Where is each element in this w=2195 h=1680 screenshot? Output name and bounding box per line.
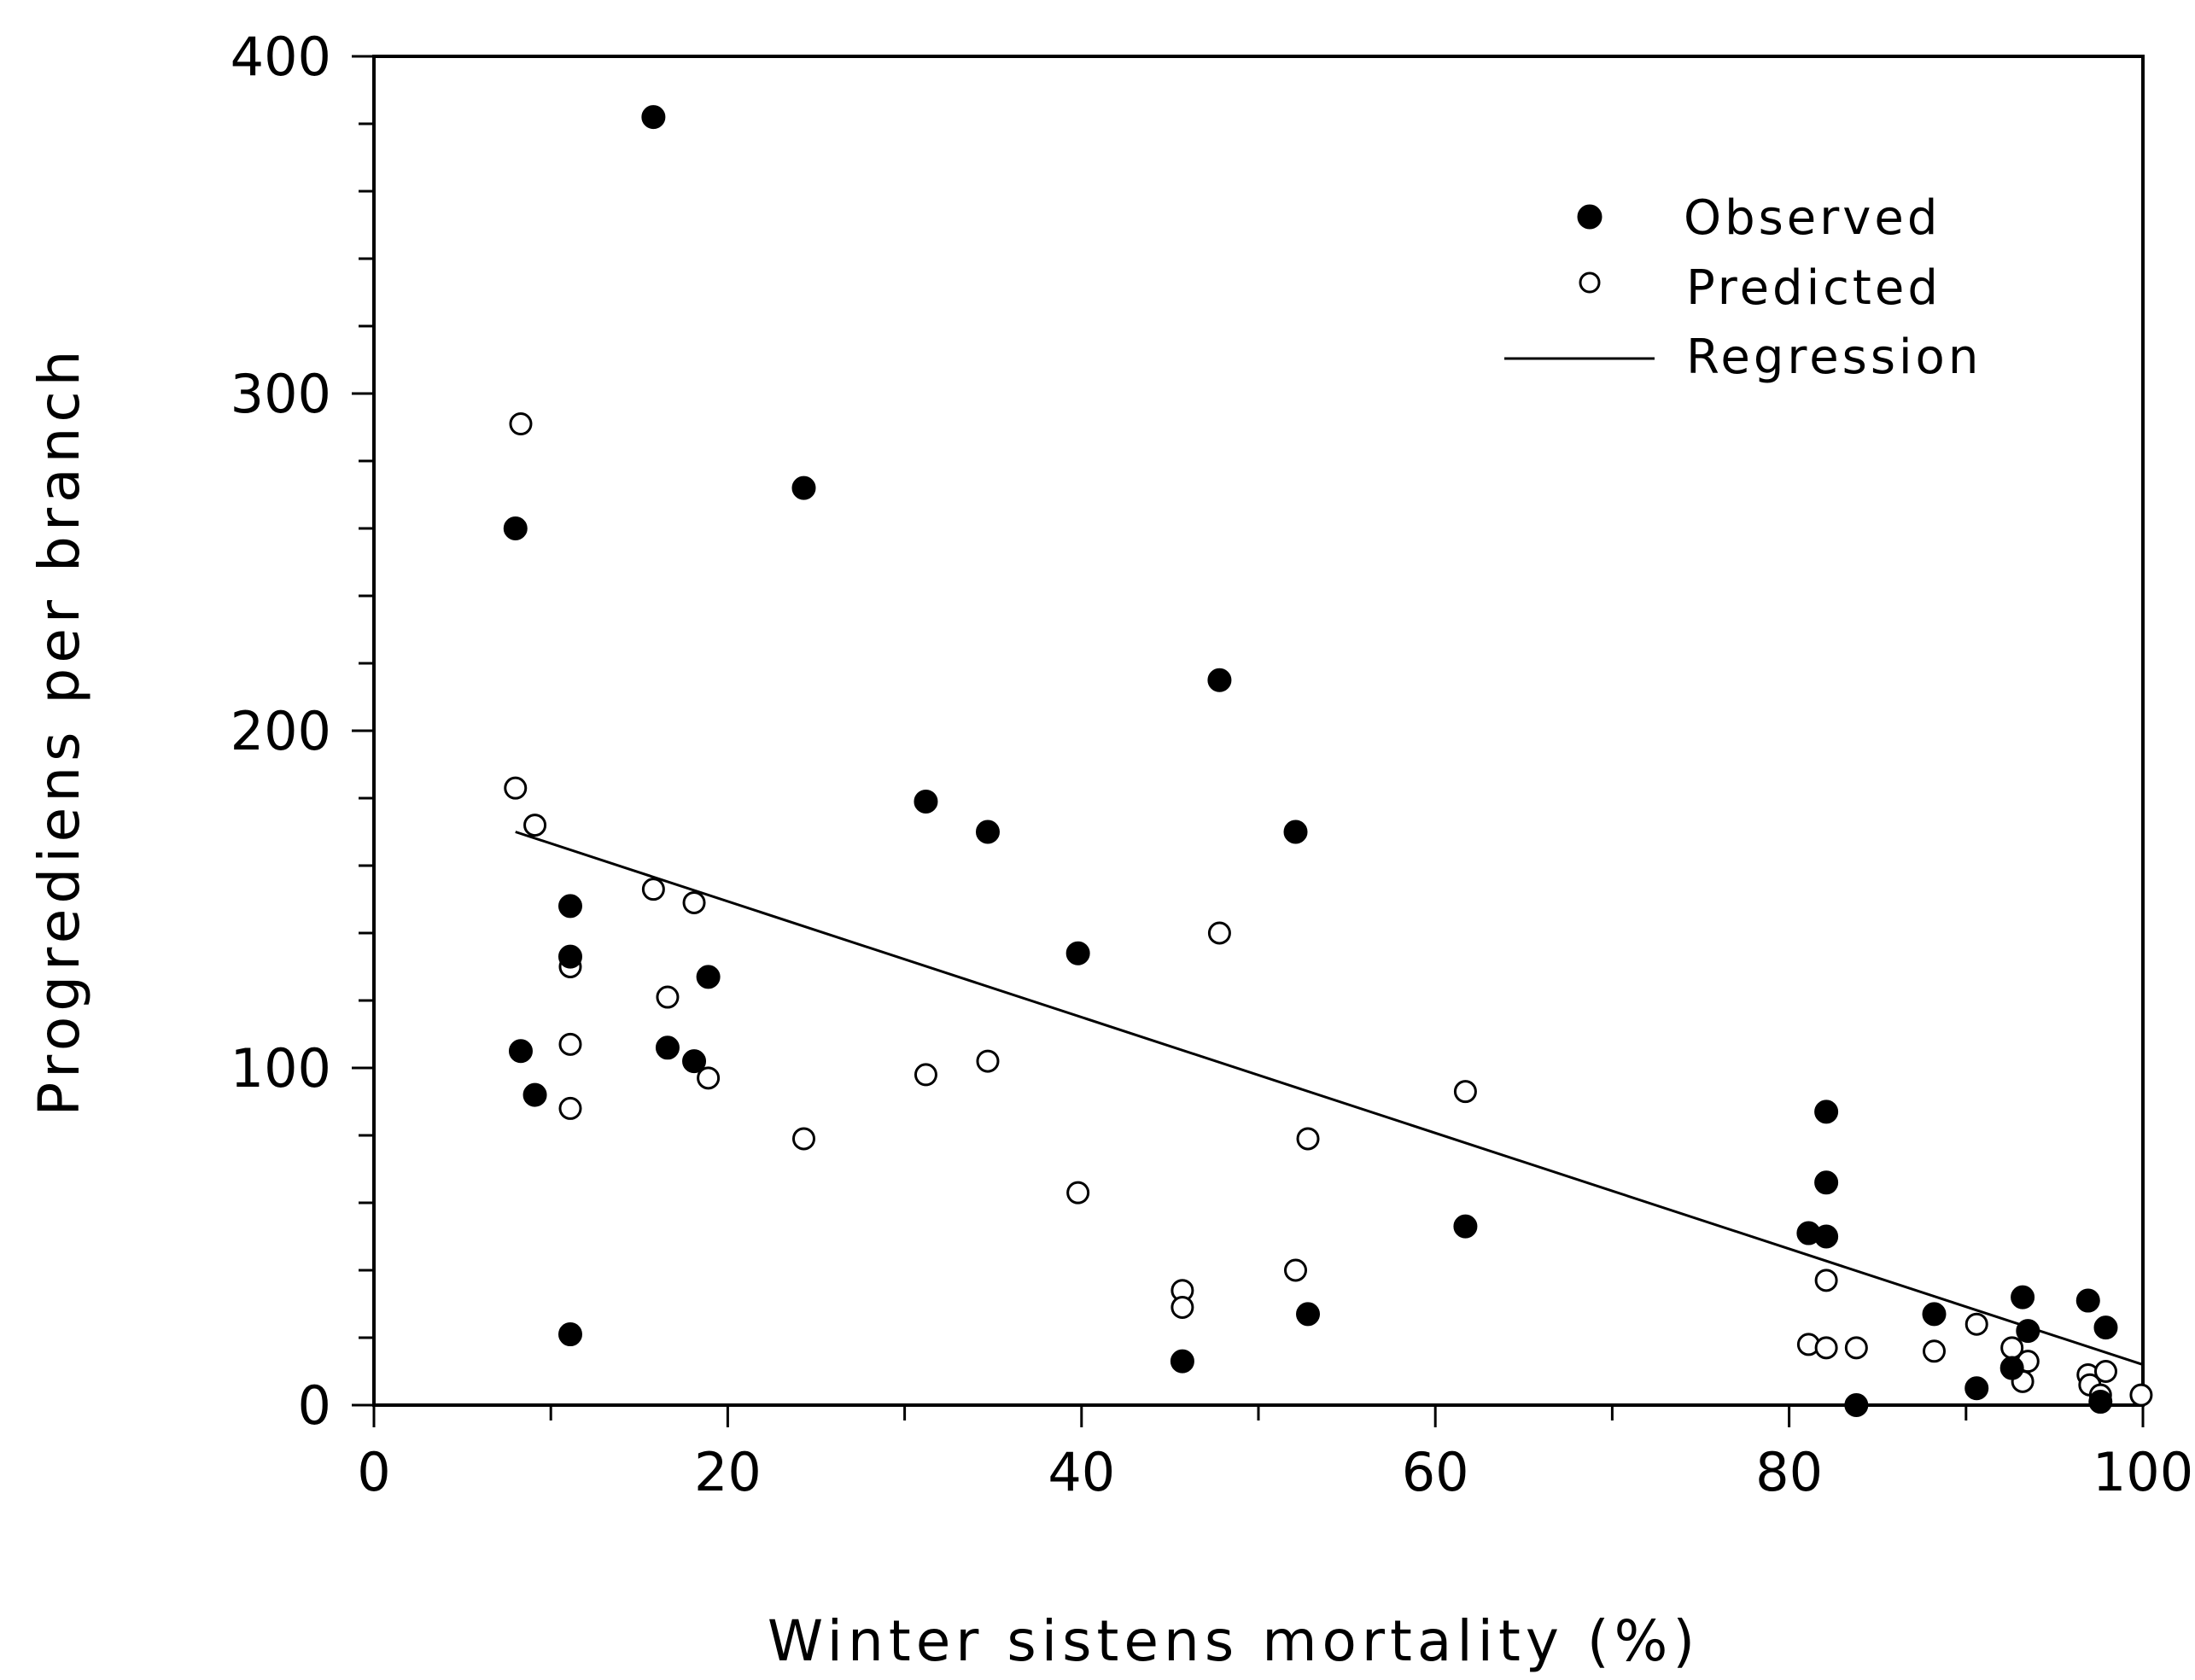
observed-point [508,1039,533,1064]
predicted-point [1284,1258,1308,1282]
y-axis-ticks [352,55,374,1407]
observed-point [2011,1285,2035,1310]
observed-point [696,965,721,989]
observed-point [558,944,582,969]
observed-point [914,789,938,814]
predicted-point [1296,1127,1320,1151]
observed-point [2075,1288,2100,1313]
y-tick-label: 300 [231,363,331,425]
predicted-point [791,1127,815,1151]
x-axis-title: Winter sistens mortality (%) [768,1608,1700,1674]
legend-predicted-marker [1579,271,1601,294]
predicted-point [641,878,665,901]
observed-point [2093,1315,2118,1340]
observed-point [1065,941,1090,965]
observed-point [791,475,816,500]
observed-point [503,516,528,540]
predicted-point [2129,1383,2153,1407]
observed-point [1814,1100,1839,1124]
predicted-series [504,412,2153,1407]
regression-layer [515,831,2144,1367]
predicted-point [1923,1339,1947,1363]
observed-point [2016,1319,2040,1344]
y-tick-label: 400 [231,26,331,88]
legend-observed-marker [1577,204,1602,230]
observed-point [522,1082,547,1107]
observed-point [1814,1170,1839,1195]
x-tick-label: 20 [694,1441,762,1503]
x-tick-label: 100 [2093,1441,2193,1503]
x-axis-tick-labels: 0 20 40 60 80 100 [357,1441,2193,1503]
legend-regression-label: Regression [1686,330,1982,385]
predicted-point [1814,1269,1838,1292]
predicted-point [1453,1080,1477,1104]
observed-point [1999,1356,2024,1380]
observed-point [1964,1376,1989,1401]
observed-point [641,105,666,130]
y-axis-tick-labels: 0 100 200 300 400 [231,26,331,1437]
predicted-point [1814,1336,1838,1360]
x-tick-label: 0 [357,1441,390,1503]
predicted-point [558,1096,582,1120]
observed-point [1296,1302,1321,1327]
predicted-point [914,1063,937,1087]
observed-point [1453,1214,1478,1239]
predicted-point [1170,1295,1194,1319]
x-tick-label: 40 [1048,1441,1115,1503]
observed-point [682,1049,707,1074]
predicted-point [682,890,706,914]
observed-series [503,105,2118,1417]
observed-point [2088,1390,2113,1415]
observed-point [1814,1224,1839,1249]
predicted-point [509,412,533,436]
predicted-point [523,814,547,837]
observed-point [1844,1393,1869,1417]
observed-point [655,1035,680,1060]
predicted-point [656,985,680,1009]
legend-predicted-label: Predicted [1686,260,1941,316]
y-tick-label: 0 [298,1374,331,1437]
x-tick-label: 80 [1755,1441,1823,1503]
predicted-point [558,1032,582,1056]
legend: Observed Predicted Regression [1504,190,1982,385]
observed-point [1283,820,1308,844]
observed-point [558,894,582,919]
predicted-point [1066,1181,1090,1205]
observed-point [1170,1349,1194,1374]
predicted-point [1844,1336,1868,1360]
predicted-point [504,776,528,800]
regression-line [515,831,2144,1367]
y-axis-title: Progrediens per branch [26,346,92,1117]
observed-point [1922,1302,1947,1327]
x-axis-ticks [372,1405,2145,1427]
observed-point [1207,668,1232,692]
predicted-point [697,1066,721,1090]
predicted-point [1964,1312,1988,1336]
legend-observed-label: Observed [1684,190,1941,246]
observed-point [558,1322,582,1347]
observed-point [975,820,1000,844]
y-tick-label: 200 [231,700,331,762]
x-tick-label: 60 [1402,1441,1469,1503]
predicted-point [2093,1360,2117,1383]
predicted-point [976,1049,1000,1073]
predicted-point [1207,921,1231,945]
y-tick-label: 100 [231,1037,331,1100]
